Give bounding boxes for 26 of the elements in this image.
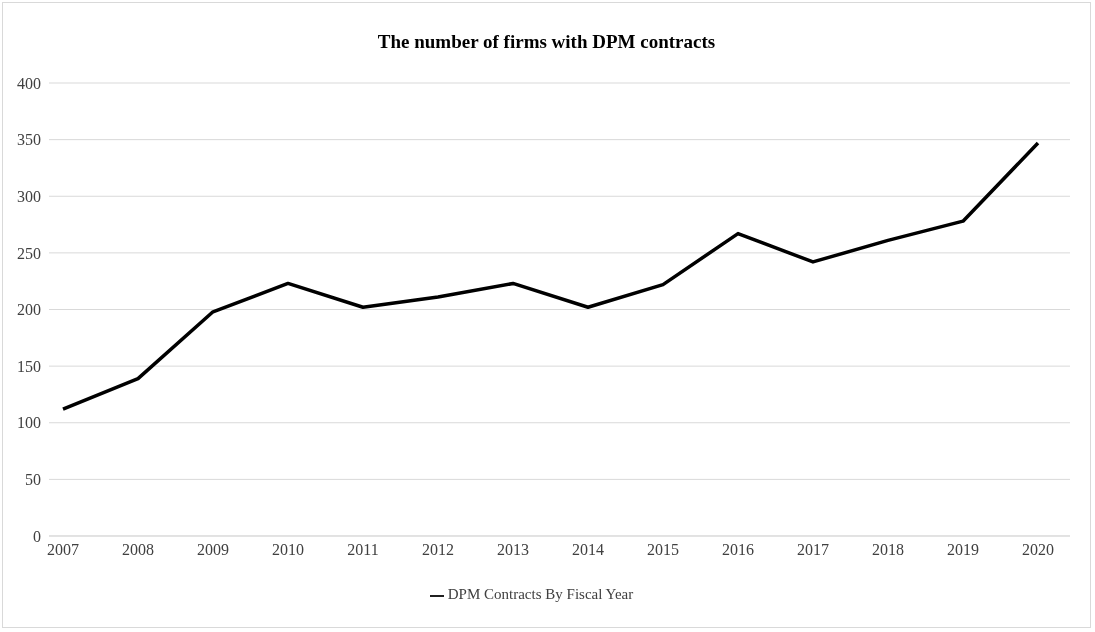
chart-title: The number of firms with DPM contracts bbox=[376, 31, 717, 53]
x-tick-label: 2009 bbox=[197, 541, 229, 559]
x-tick-label: 2011 bbox=[347, 541, 379, 559]
y-tick-label: 250 bbox=[17, 244, 41, 262]
line-series bbox=[61, 141, 1040, 411]
y-tick-label: 150 bbox=[17, 357, 41, 375]
y-tick-label: 100 bbox=[17, 414, 41, 432]
y-tick-label: 300 bbox=[17, 187, 41, 205]
x-tick-label: 2010 bbox=[272, 541, 304, 559]
y-tick-label: 50 bbox=[25, 471, 41, 489]
y-tick-label: 350 bbox=[17, 131, 41, 149]
x-tick-label: 2008 bbox=[122, 541, 154, 559]
x-tick-label: 2020 bbox=[1022, 541, 1054, 559]
x-tick-label: 2017 bbox=[797, 541, 829, 559]
x-tick-label: 2018 bbox=[872, 541, 904, 559]
y-tick-label: 200 bbox=[17, 301, 41, 319]
x-tick-label: 2015 bbox=[647, 541, 679, 559]
x-tick-label: 2012 bbox=[422, 541, 454, 559]
x-tick-label: 2007 bbox=[47, 541, 79, 559]
x-tick-label: 2016 bbox=[722, 541, 754, 559]
y-tick-label: 400 bbox=[17, 74, 41, 92]
legend-label: DPM Contracts By Fiscal Year bbox=[447, 586, 634, 602]
x-tick-label: 2014 bbox=[572, 541, 604, 559]
y-tick-label: 0 bbox=[33, 527, 41, 545]
x-tick-label: 2019 bbox=[947, 541, 979, 559]
x-tick-label: 2013 bbox=[497, 541, 529, 559]
